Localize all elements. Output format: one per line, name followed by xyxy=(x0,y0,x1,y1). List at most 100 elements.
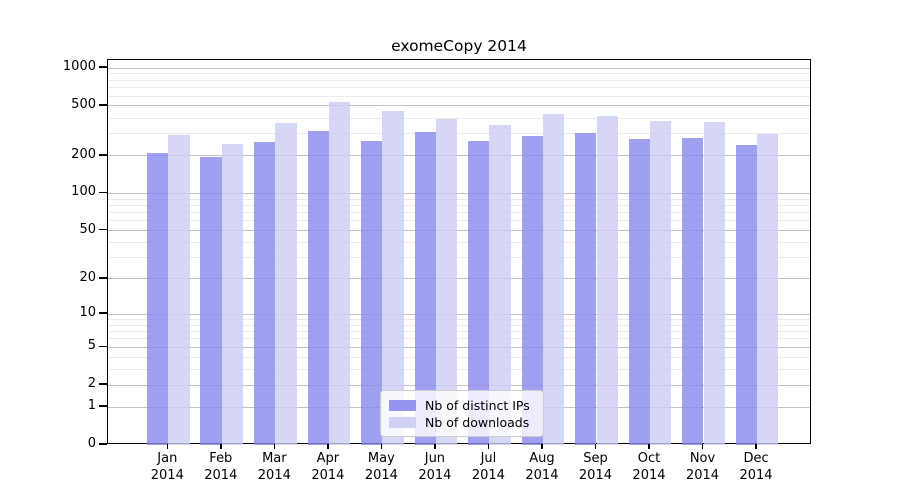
y-tick-mark xyxy=(99,383,107,385)
y-tick-mark xyxy=(99,443,107,445)
x-tick-label-sep: Sep 2014 xyxy=(578,451,612,483)
y-tick-mark xyxy=(99,405,107,407)
x-tick-mark xyxy=(434,444,436,449)
bar-nb-of-distinct-ips-feb xyxy=(200,157,222,445)
legend-item: Nb of distinct IPs xyxy=(389,397,533,414)
minor-gridline xyxy=(108,95,810,97)
bar-nb-of-downloads-nov xyxy=(703,122,725,445)
bar-nb-of-downloads-jul xyxy=(489,124,511,445)
bar-nb-of-distinct-ips-dec xyxy=(735,144,757,445)
y-tick-label: 100 xyxy=(71,184,96,200)
minor-gridline xyxy=(108,356,810,358)
minor-gridline xyxy=(108,73,810,75)
x-tick-label-jul: Jul 2014 xyxy=(471,451,505,483)
plot-area xyxy=(107,59,811,445)
bar-nb-of-distinct-ips-may xyxy=(361,140,383,445)
x-tick-label-nov: Nov 2014 xyxy=(685,451,720,483)
x-tick-mark xyxy=(220,444,222,449)
major-gridline xyxy=(108,230,810,232)
minor-gridline xyxy=(108,324,810,326)
x-tick-mark xyxy=(541,444,543,449)
major-gridline xyxy=(108,278,810,280)
bar-nb-of-downloads-oct xyxy=(650,121,672,445)
legend: Nb of distinct IPs Nb of downloads xyxy=(380,390,544,437)
bar-nb-of-downloads-dec xyxy=(757,134,779,445)
major-gridline xyxy=(108,313,810,315)
y-tick-mark xyxy=(99,191,107,194)
minor-gridline xyxy=(108,257,810,259)
bar-nb-of-distinct-ips-oct xyxy=(628,139,650,445)
bar-nb-of-downloads-aug xyxy=(542,114,565,445)
bar-nb-of-downloads-feb xyxy=(221,144,244,445)
bar-nb-of-distinct-ips-nov xyxy=(682,137,704,445)
major-gridline xyxy=(108,346,810,348)
x-tick-mark xyxy=(487,444,490,449)
legend-item: Nb of downloads xyxy=(389,414,533,431)
x-tick-mark xyxy=(166,444,169,449)
x-tick-mark xyxy=(380,444,383,449)
minor-gridline xyxy=(108,368,810,370)
x-tick-label-jan: Jan 2014 xyxy=(150,451,184,483)
bar-nb-of-distinct-ips-aug xyxy=(521,135,543,445)
x-tick-mark xyxy=(755,444,757,449)
minor-gridline xyxy=(108,133,810,135)
y-tick-mark xyxy=(99,345,107,348)
minor-gridline xyxy=(108,241,810,243)
y-tick-label: 10 xyxy=(79,305,96,321)
minor-gridline xyxy=(108,220,810,222)
bar-nb-of-distinct-ips-jul xyxy=(468,140,490,445)
bar-nb-of-downloads-sep xyxy=(596,115,618,445)
bar-nb-of-distinct-ips-apr xyxy=(307,130,329,445)
x-tick-mark xyxy=(701,444,704,449)
x-tick-mark xyxy=(594,444,597,449)
y-tick-label: 1000 xyxy=(62,59,96,75)
minor-gridline xyxy=(108,212,810,214)
legend-swatch-nb-of-distinct-ips xyxy=(389,400,416,411)
x-tick-label-aug: Aug 2014 xyxy=(525,451,559,483)
minor-gridline xyxy=(108,117,810,119)
chart-title: exomeCopy 2014 xyxy=(391,37,527,55)
legend-label: Nb of downloads xyxy=(425,415,530,430)
major-gridline xyxy=(108,384,810,386)
bar-nb-of-downloads-mar xyxy=(275,123,297,445)
minor-gridline xyxy=(108,204,810,206)
y-tick-mark xyxy=(99,104,107,106)
minor-gridline xyxy=(108,331,810,333)
x-tick-label-may: May 2014 xyxy=(364,451,398,483)
minor-gridline xyxy=(108,318,810,320)
y-tick-label: 1 xyxy=(87,398,96,414)
minor-gridline xyxy=(108,87,810,89)
x-tick-label-oct: Oct 2014 xyxy=(632,451,666,483)
x-tick-label-apr: Apr 2014 xyxy=(311,451,345,483)
major-gridline xyxy=(108,155,810,157)
y-tick-label: 5 xyxy=(87,338,96,354)
x-tick-label-mar: Mar 2014 xyxy=(257,451,291,483)
y-tick-mark xyxy=(99,277,107,279)
legend-label: Nb of distinct IPs xyxy=(425,398,530,413)
bar-nb-of-downloads-may xyxy=(382,110,404,445)
x-tick-mark xyxy=(327,444,329,449)
bar-nb-of-distinct-ips-jun xyxy=(414,132,436,445)
minor-gridline xyxy=(108,338,810,340)
x-tick-label-feb: Feb 2014 xyxy=(204,451,238,483)
y-tick-label: 2 xyxy=(87,376,96,392)
minor-gridline xyxy=(108,198,810,200)
bar-nb-of-downloads-jun xyxy=(435,119,458,445)
bar-nb-of-downloads-apr xyxy=(328,101,351,445)
x-tick-label-dec: Dec 2014 xyxy=(739,451,773,483)
major-gridline xyxy=(108,192,810,194)
y-tick-label: 200 xyxy=(71,146,96,162)
y-tick-mark xyxy=(99,66,107,68)
y-tick-mark xyxy=(99,154,107,156)
x-tick-mark xyxy=(273,444,276,449)
legend-swatch-nb-of-downloads xyxy=(389,417,416,428)
y-tick-label: 0 xyxy=(87,436,96,451)
minor-gridline xyxy=(108,79,810,81)
x-tick-mark xyxy=(648,444,650,449)
bar-nb-of-distinct-ips-jan xyxy=(146,152,169,445)
bar-nb-of-distinct-ips-sep xyxy=(575,132,597,445)
y-tick-label: 20 xyxy=(79,269,96,285)
y-tick-label: 500 xyxy=(71,96,96,112)
bar-nb-of-downloads-jan xyxy=(168,134,190,445)
